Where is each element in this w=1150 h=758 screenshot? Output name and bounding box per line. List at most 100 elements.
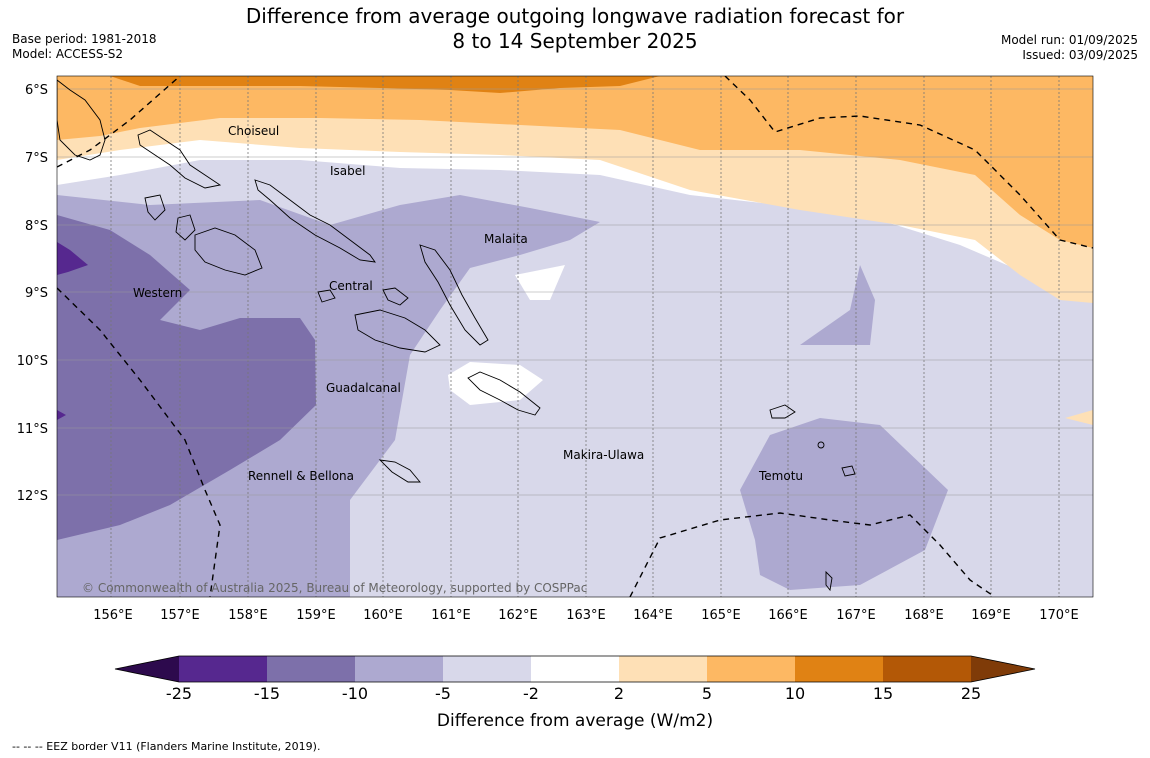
title-line-1: Difference from average outgoing longwav… xyxy=(245,4,905,28)
colorbar-swatch xyxy=(355,656,443,682)
base-period: Base period: 1981-2018 xyxy=(12,32,157,46)
colorbar-swatch xyxy=(795,656,883,682)
lon-label: 162°E xyxy=(498,608,538,623)
label-temotu: Temotu xyxy=(758,469,803,483)
meta-right: Model run: 01/09/2025 Issued: 03/09/2025 xyxy=(1001,33,1138,63)
lat-label: 6°S xyxy=(25,83,48,98)
lat-label: 8°S xyxy=(25,219,48,234)
bougainville-island xyxy=(57,79,106,161)
contour-minus15-25 xyxy=(57,242,88,275)
lon-label: 166°E xyxy=(768,608,808,623)
colorbar-over-arrow xyxy=(971,656,1035,682)
florida-islands xyxy=(382,287,409,306)
issued-date: Issued: 03/09/2025 xyxy=(1022,48,1138,62)
lat-label: 9°S xyxy=(25,286,48,301)
colorbar-swatch xyxy=(443,656,531,682)
colorbar-outline xyxy=(114,655,1036,683)
map-plot-area: Choiseul Isabel Malaita Western Central … xyxy=(57,76,1093,597)
russell-islands xyxy=(317,289,336,303)
copyright-text: © Commonwealth of Australia 2025, Bureau… xyxy=(82,581,587,595)
tikopia-island xyxy=(825,570,833,592)
makira-island xyxy=(467,371,541,416)
label-central: Central xyxy=(329,279,373,293)
colorbar-tick: 25 xyxy=(961,684,981,703)
label-western: Western xyxy=(133,286,182,300)
vanikoro-island xyxy=(841,465,856,477)
model-run: Model run: 01/09/2025 xyxy=(1000,33,1138,47)
colorbar-swatch xyxy=(883,656,971,682)
eez-footnote: -- -- -- EEZ border V11 (Flanders Marine… xyxy=(12,740,321,753)
lon-label: 156°E xyxy=(93,608,133,623)
label-malaita: Malaita xyxy=(484,232,528,246)
lat-label: 12°S xyxy=(17,489,48,504)
lon-label: 164°E xyxy=(633,608,673,623)
lon-label: 161°E xyxy=(431,608,471,623)
model-name: Model: ACCESS-S2 xyxy=(12,47,124,61)
colorbar-ticks: -25 -15 -10 -5 -2 2 5 10 15 25 xyxy=(166,684,981,703)
new-georgia-island xyxy=(194,227,263,276)
lon-label: 168°E xyxy=(904,608,944,623)
label-rennell-bellona: Rennell & Bellona xyxy=(248,469,354,483)
lon-label: 165°E xyxy=(701,608,741,623)
lon-label: 160°E xyxy=(363,608,403,623)
colorbar-tick: 15 xyxy=(873,684,893,703)
colorbar-tick: 2 xyxy=(614,684,624,703)
choiseul-island xyxy=(137,129,222,189)
eez-segment-s xyxy=(629,512,996,597)
kolombangara-island xyxy=(175,214,196,241)
contour-minus5-10 xyxy=(57,195,600,597)
isabel-island xyxy=(254,179,376,263)
contour-minus15-25-b xyxy=(57,410,66,420)
contour-patch-temotu xyxy=(740,418,948,590)
label-isabel: Isabel xyxy=(330,164,365,178)
meta-left: Base period: 1981-2018 Model: ACCESS-S2 xyxy=(12,32,157,62)
rennell-island xyxy=(378,459,421,483)
colorbar: -25 -15 -10 -5 -2 2 5 10 15 25 Differenc… xyxy=(114,655,1036,731)
colorbar-tick: -2 xyxy=(523,684,539,703)
title-line-2: 8 to 14 September 2025 xyxy=(452,29,698,53)
lon-axis: 156°E 157°E 158°E 159°E 160°E 161°E 162°… xyxy=(93,608,1079,623)
lon-label: 157°E xyxy=(160,608,200,623)
contour-neutral-patch-a xyxy=(515,265,565,300)
label-choiseul: Choiseul xyxy=(228,124,279,138)
eez-segment-ne xyxy=(724,76,1093,249)
eez-border xyxy=(57,76,1093,597)
graticule xyxy=(57,76,1093,597)
lon-label: 163°E xyxy=(566,608,606,623)
colorbar-label: Difference from average (W/m2) xyxy=(437,711,713,731)
label-guadalcanal: Guadalcanal xyxy=(326,381,401,395)
colorbar-tick: 10 xyxy=(785,684,805,703)
eez-segment-w xyxy=(57,287,221,597)
lon-label: 159°E xyxy=(296,608,336,623)
contour-patch-orange-east xyxy=(1065,410,1093,425)
lon-label: 158°E xyxy=(228,608,268,623)
colorbar-swatch xyxy=(619,656,707,682)
colorbar-tick: -25 xyxy=(166,684,192,703)
colorbar-tick: -5 xyxy=(435,684,451,703)
lat-label: 10°S xyxy=(17,354,48,369)
coastlines xyxy=(57,79,856,592)
label-makira-ulawa: Makira-Ulawa xyxy=(563,448,644,462)
nendo-island xyxy=(769,404,796,419)
colorbar-swatch xyxy=(179,656,267,682)
contour-5-10 xyxy=(57,76,1093,248)
contour-minus10-15 xyxy=(57,215,316,540)
province-labels: Choiseul Isabel Malaita Western Central … xyxy=(133,124,803,483)
lat-label: 7°S xyxy=(25,151,48,166)
lon-label: 169°E xyxy=(971,608,1011,623)
lon-label: 167°E xyxy=(836,608,876,623)
guadalcanal-island xyxy=(354,309,441,353)
lat-label: 11°S xyxy=(17,422,48,437)
map-frame xyxy=(56,75,1094,598)
colorbar-tick: -10 xyxy=(342,684,368,703)
lat-axis: 6°S 7°S 8°S 9°S 10°S 11°S 12°S xyxy=(17,83,48,504)
colorbar-swatch xyxy=(707,656,795,682)
colorbar-under-arrow xyxy=(115,656,179,682)
lon-label: 170°E xyxy=(1039,608,1079,623)
colorbar-swatch xyxy=(531,656,619,682)
colorbar-tick: -15 xyxy=(254,684,280,703)
colorbar-tick: 5 xyxy=(702,684,712,703)
colorbar-swatch xyxy=(267,656,355,682)
malaita-island xyxy=(419,244,489,346)
